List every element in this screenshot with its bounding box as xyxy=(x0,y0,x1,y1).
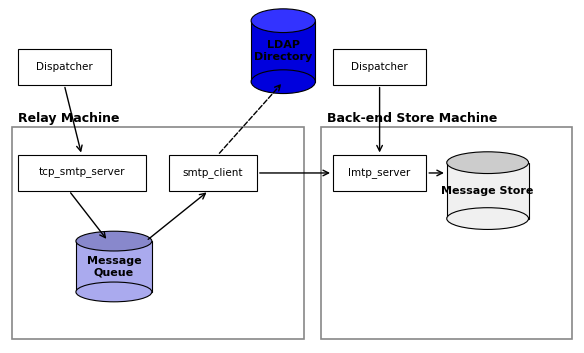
Ellipse shape xyxy=(76,231,152,251)
Text: Relay Machine: Relay Machine xyxy=(18,112,119,125)
Text: smtp_client: smtp_client xyxy=(183,168,244,178)
Bar xyxy=(333,49,426,85)
Text: Back-end Store Machine: Back-end Store Machine xyxy=(327,112,498,125)
Text: Message
Queue: Message Queue xyxy=(86,256,141,277)
Bar xyxy=(333,155,426,191)
Text: lmtp_server: lmtp_server xyxy=(349,168,411,178)
Bar xyxy=(18,49,111,85)
Bar xyxy=(76,241,152,292)
Text: Dispatcher: Dispatcher xyxy=(36,62,93,72)
Bar xyxy=(169,155,257,191)
Ellipse shape xyxy=(76,282,152,302)
Bar xyxy=(447,163,529,219)
Ellipse shape xyxy=(447,152,529,174)
Bar xyxy=(12,127,304,339)
Bar xyxy=(321,127,572,339)
Text: Message Store: Message Store xyxy=(442,186,534,196)
Text: tcp_smtp_server: tcp_smtp_server xyxy=(39,168,125,178)
Ellipse shape xyxy=(251,9,315,32)
Ellipse shape xyxy=(447,208,529,229)
Bar xyxy=(18,155,146,191)
Ellipse shape xyxy=(251,70,315,94)
Text: LDAP
Directory: LDAP Directory xyxy=(254,40,312,62)
Bar xyxy=(251,21,315,82)
Text: Dispatcher: Dispatcher xyxy=(351,62,408,72)
